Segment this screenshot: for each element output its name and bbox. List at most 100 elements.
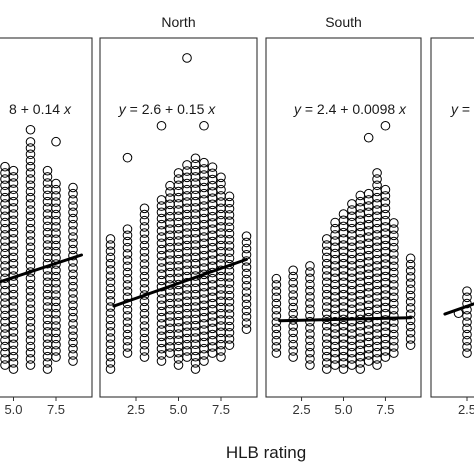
data-point (105, 345, 116, 356)
data-point (305, 335, 315, 346)
data-point (139, 203, 150, 214)
data-point (25, 205, 36, 215)
data-point (355, 364, 366, 374)
data-point (8, 209, 19, 219)
data-point (224, 296, 235, 307)
data-point (288, 352, 298, 362)
strip-label: North (161, 14, 195, 30)
data-point (105, 265, 116, 275)
data-point (405, 321, 416, 332)
panel-frame (0, 37, 93, 398)
data-point (224, 309, 235, 319)
data-point (462, 286, 472, 296)
data-point (405, 290, 416, 301)
data-point (25, 273, 36, 284)
data-point (51, 271, 61, 282)
data-point (139, 302, 150, 313)
data-point (224, 222, 235, 233)
data-point (25, 298, 36, 308)
data-point (42, 364, 53, 374)
data-point (224, 253, 235, 264)
data-point (372, 168, 382, 178)
data-point (199, 356, 209, 366)
data-point (224, 216, 235, 226)
data-point (139, 215, 150, 226)
data-point (25, 292, 36, 302)
data-point (105, 234, 116, 244)
data-point (288, 265, 298, 276)
data-point (190, 364, 201, 374)
data-point (271, 280, 282, 290)
data-point (122, 224, 133, 234)
data-point (139, 333, 150, 344)
data-point (8, 345, 19, 356)
data-point (271, 329, 282, 340)
data-point (389, 335, 399, 346)
x-tick-label: 2.5 (127, 402, 145, 417)
data-point (405, 278, 416, 288)
data-point (105, 358, 116, 368)
data-point (105, 333, 116, 343)
data-point (105, 258, 116, 269)
data-point (173, 168, 184, 178)
data-point (305, 341, 315, 352)
data-point (8, 358, 19, 368)
data-point (68, 337, 78, 348)
data-point (68, 306, 78, 317)
data-point (51, 296, 61, 307)
strip-label: South (325, 14, 362, 30)
data-point (68, 350, 78, 360)
data-point (389, 236, 399, 247)
data-point (389, 329, 399, 340)
data-point (51, 290, 61, 300)
data-point (8, 227, 19, 238)
data-point (25, 223, 36, 234)
data-point (224, 284, 235, 295)
data-point (122, 286, 133, 296)
data-point (25, 143, 36, 153)
data-point (241, 268, 252, 279)
data-point (51, 228, 61, 238)
data-point (224, 334, 235, 344)
data-point (122, 267, 133, 278)
data-point (51, 234, 61, 245)
data-point (271, 292, 282, 303)
data-point (224, 241, 235, 251)
data-point (224, 340, 235, 350)
data-point (462, 342, 472, 352)
data-point (51, 209, 61, 220)
data-point (380, 184, 391, 195)
data-point (68, 263, 78, 273)
data-point (288, 290, 298, 300)
data-point (122, 329, 133, 340)
data-point (363, 188, 374, 199)
data-point (305, 316, 315, 327)
data-point (8, 190, 19, 201)
data-point (105, 240, 116, 250)
data-point (405, 296, 416, 307)
data-point (224, 203, 235, 214)
data-point (288, 339, 298, 350)
x-tick-label: 5.0 (169, 402, 187, 417)
data-point (330, 217, 340, 228)
data-point (42, 358, 53, 368)
data-point (51, 197, 61, 207)
data-point (122, 342, 133, 352)
data-point (288, 308, 298, 319)
data-point (8, 327, 19, 337)
data-point (241, 262, 252, 272)
data-point (51, 284, 61, 294)
data-point (0, 161, 10, 172)
data-point (8, 246, 19, 257)
data-point (389, 224, 399, 234)
data-point (68, 343, 78, 354)
data-point (51, 339, 61, 350)
data-point (42, 165, 53, 176)
data-point (224, 315, 235, 326)
data-point (139, 222, 150, 232)
data-point (224, 272, 235, 282)
x-axis-title: HLB rating (226, 443, 306, 462)
facet-panel-3: South y = 2.4 + 0.0098 x 2.5 5.0 7.5 (265, 14, 422, 417)
data-point (25, 174, 36, 184)
data-point (139, 209, 150, 220)
